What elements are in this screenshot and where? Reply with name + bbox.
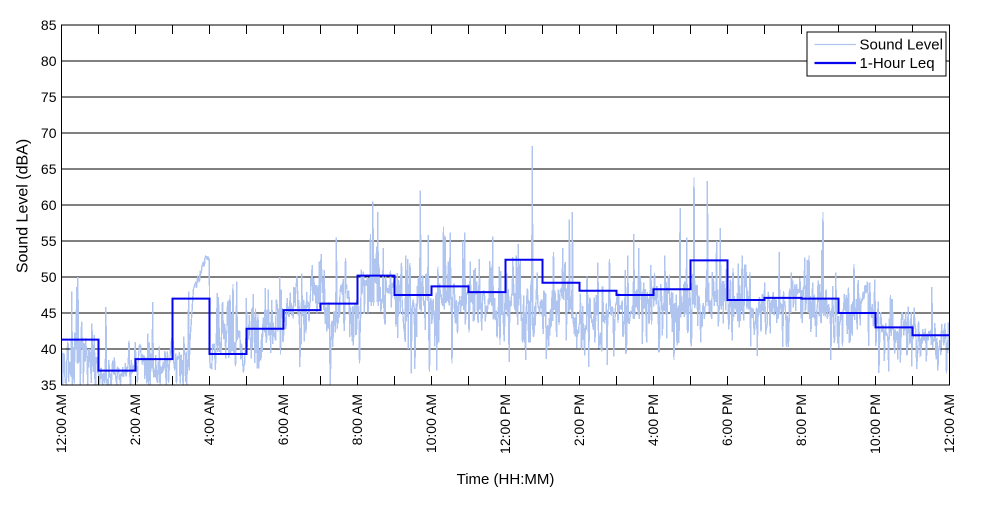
svg-text:65: 65: [41, 161, 57, 177]
svg-text:1-Hour Leq: 1-Hour Leq: [860, 55, 935, 72]
svg-text:75: 75: [41, 89, 57, 105]
svg-text:80: 80: [41, 53, 57, 69]
svg-text:60: 60: [41, 197, 57, 213]
svg-text:70: 70: [41, 125, 57, 141]
svg-text:12:00 AM: 12:00 AM: [53, 394, 69, 453]
svg-text:2:00 PM: 2:00 PM: [571, 394, 587, 446]
svg-text:55: 55: [41, 233, 57, 249]
svg-text:10:00 AM: 10:00 AM: [423, 394, 439, 453]
svg-text:45: 45: [41, 305, 57, 321]
svg-text:85: 85: [41, 17, 57, 33]
svg-text:Sound Level (dBA): Sound Level (dBA): [15, 139, 32, 273]
svg-text:4:00 PM: 4:00 PM: [645, 394, 661, 446]
svg-text:6:00 AM: 6:00 AM: [275, 394, 291, 445]
svg-text:Time (HH:MM): Time (HH:MM): [457, 471, 555, 488]
svg-text:12:00 PM: 12:00 PM: [497, 394, 513, 454]
svg-text:Sound Level: Sound Level: [860, 37, 943, 54]
svg-text:12:00 AM: 12:00 AM: [941, 394, 957, 453]
svg-text:40: 40: [41, 341, 57, 357]
svg-text:50: 50: [41, 269, 57, 285]
svg-text:4:00 AM: 4:00 AM: [201, 394, 217, 445]
svg-text:35: 35: [41, 377, 57, 393]
svg-text:10:00 PM: 10:00 PM: [867, 394, 883, 454]
svg-text:8:00 PM: 8:00 PM: [793, 394, 809, 446]
svg-text:2:00 AM: 2:00 AM: [127, 394, 143, 445]
svg-text:8:00 AM: 8:00 AM: [349, 394, 365, 445]
svg-text:6:00 PM: 6:00 PM: [719, 394, 735, 446]
